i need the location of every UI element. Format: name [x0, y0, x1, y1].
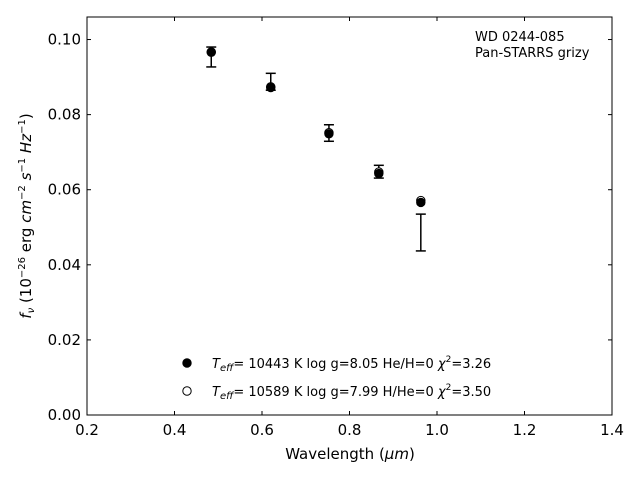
x-axis-ticks: 0.2 0.4 0.6 0.8 1.0 1.2 1.4 [75, 17, 624, 439]
model-point-filled [324, 129, 334, 139]
x-tick-label: 0.8 [338, 421, 362, 439]
legend-entry-2: Teff= 10589 K log g=7.99 H/He=0 χ2=3.50 [212, 383, 491, 402]
x-tick-label: 1.2 [513, 421, 537, 439]
legend-entry-1: Teff= 10443 K log g=8.05 He/H=0 χ2=3.26 [212, 355, 491, 374]
legend-marker-open [182, 386, 192, 396]
x-axis-label: Wavelength (μm) [285, 445, 415, 463]
y-axis-label: fν (10−26 erg cm−2 s−1 Hz−1) [17, 113, 37, 318]
y-tick-label: 0.10 [48, 31, 81, 49]
legend-marker-filled [182, 358, 192, 368]
model-series-filled [206, 47, 426, 208]
y-tick-label: 0.08 [48, 106, 81, 124]
y-tick-label: 0.00 [48, 406, 81, 424]
model-point-filled [374, 168, 384, 179]
x-tick-label: 0.6 [250, 421, 274, 439]
y-axis-ticks: 0.00 0.02 0.04 0.06 0.08 0.10 [48, 31, 612, 424]
x-tick-label: 1.0 [425, 421, 449, 439]
plot-frame [86, 16, 613, 416]
model-series-open [206, 47, 426, 206]
errorbar [415, 213, 426, 252]
y-tick-label: 0.02 [48, 331, 81, 349]
x-tick-label: 0.2 [75, 421, 99, 439]
legend: Teff= 10443 K log g=8.05 He/H=0 χ2=3.26 … [182, 355, 491, 402]
model-point-filled [206, 47, 216, 57]
x-tick-label: 1.4 [600, 421, 624, 439]
y-tick-label: 0.06 [48, 181, 81, 199]
model-point-filled [416, 197, 426, 208]
model-point-filled [266, 82, 276, 93]
observed-errorbars [206, 46, 426, 252]
x-tick-label: 0.4 [163, 421, 187, 439]
annotation-object-name: WD 0244-085 [475, 30, 565, 45]
annotation-survey: Pan-STARRS grizy [475, 46, 590, 61]
y-tick-label: 0.04 [48, 256, 81, 274]
